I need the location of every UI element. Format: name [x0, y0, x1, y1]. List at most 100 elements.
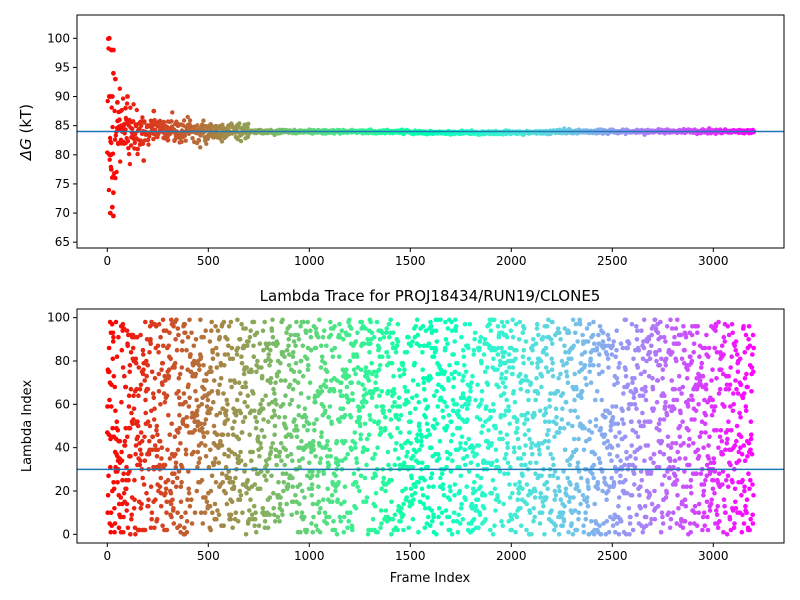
- lambda-point: [252, 408, 257, 414]
- lambda-point: [636, 419, 642, 425]
- lambda-point: [269, 328, 275, 334]
- lambda-point: [167, 432, 172, 438]
- lambda-point: [231, 432, 236, 438]
- lambda-point: [459, 501, 464, 507]
- lambda-point: [137, 386, 143, 392]
- lambda-point: [506, 408, 512, 414]
- lambda-point: [711, 460, 717, 466]
- lambda-point: [600, 339, 606, 344]
- lambda-point: [512, 399, 518, 405]
- lambda-point: [345, 525, 350, 531]
- lambda-point: [743, 332, 749, 338]
- lambda-point: [450, 408, 456, 414]
- lambda-point: [679, 391, 684, 396]
- lambda-point: [287, 352, 292, 357]
- lambda-point: [571, 343, 576, 349]
- lambda-point: [217, 410, 223, 416]
- delta-g-point: [187, 118, 193, 123]
- lambda-point: [266, 419, 271, 425]
- lambda-point: [356, 380, 361, 386]
- lambda-point: [561, 469, 566, 474]
- lambda-point: [472, 330, 478, 336]
- lambda-point: [549, 356, 554, 362]
- lambda-point: [520, 473, 525, 479]
- lambda-point: [497, 363, 503, 368]
- lambda-point: [428, 324, 434, 329]
- lambda-point: [501, 391, 507, 396]
- lambda-point: [453, 324, 459, 329]
- lambda-point: [742, 484, 747, 490]
- lambda-point: [561, 519, 567, 524]
- lambda-point: [181, 417, 186, 422]
- lambda-point: [518, 523, 524, 528]
- lambda-point: [224, 408, 229, 414]
- lambda-point: [353, 445, 358, 451]
- lambda-point: [491, 408, 497, 414]
- y-tick-label: 85: [55, 119, 70, 133]
- lambda-point: [438, 317, 443, 323]
- lambda-point: [143, 397, 148, 403]
- lambda-point: [205, 397, 211, 403]
- lambda-point: [459, 334, 464, 340]
- lambda-point: [374, 319, 380, 325]
- lambda-point: [540, 334, 546, 340]
- lambda-point: [376, 367, 382, 373]
- lambda-point: [382, 425, 388, 431]
- lambda-point: [675, 449, 680, 455]
- lambda-point: [682, 347, 687, 353]
- lambda-point: [154, 423, 160, 429]
- lambda-point: [276, 415, 282, 420]
- lambda-point: [394, 412, 399, 418]
- lambda-point: [638, 506, 643, 511]
- lambda-point: [218, 438, 223, 444]
- lambda-point: [268, 376, 274, 381]
- lambda-point: [534, 321, 540, 327]
- lambda-point: [712, 469, 718, 474]
- lambda-point: [243, 384, 249, 390]
- lambda-point: [328, 454, 334, 459]
- lambda-point: [500, 523, 506, 528]
- delta-g-point: [109, 140, 114, 146]
- lambda-point: [135, 434, 141, 440]
- lambda-point: [293, 360, 299, 366]
- lambda-point: [139, 438, 145, 444]
- lambda-point: [119, 458, 125, 464]
- lambda-point: [164, 499, 169, 505]
- lambda-point: [303, 415, 309, 420]
- lambda-point: [740, 395, 746, 401]
- lambda-point: [160, 523, 165, 528]
- delta-g-point: [183, 138, 188, 143]
- lambda-trace-title: Lambda Trace for PROJ18434/RUN19/CLONE5: [260, 287, 601, 305]
- lambda-point: [377, 393, 382, 399]
- lambda-point: [627, 532, 632, 537]
- delta-g-point: [138, 138, 143, 143]
- lambda-point: [629, 493, 635, 498]
- lambda-point: [235, 519, 241, 524]
- lambda-point: [297, 482, 303, 487]
- lambda-point: [425, 495, 430, 500]
- lambda-point: [739, 451, 745, 457]
- lambda-point: [234, 352, 240, 357]
- lambda-point: [113, 319, 119, 325]
- lambda-point: [232, 419, 237, 425]
- lambda-point: [466, 469, 472, 474]
- lambda-point: [123, 384, 129, 390]
- lambda-point: [451, 384, 456, 390]
- lambda-point: [644, 523, 649, 528]
- lambda-point: [697, 434, 703, 440]
- lambda-point: [439, 510, 445, 515]
- lambda-point: [158, 503, 164, 509]
- lambda-point: [438, 475, 443, 481]
- lambda-point: [654, 399, 660, 405]
- lambda-point: [506, 404, 511, 409]
- lambda-point: [177, 371, 183, 377]
- lambda-point: [583, 376, 588, 381]
- lambda-point: [677, 423, 683, 429]
- lambda-point: [742, 350, 748, 355]
- lambda-point: [134, 386, 139, 392]
- lambda-point: [468, 384, 473, 390]
- lambda-point: [224, 397, 229, 403]
- lambda-point: [404, 350, 410, 355]
- lambda-point: [731, 391, 736, 396]
- lambda-point: [209, 389, 215, 394]
